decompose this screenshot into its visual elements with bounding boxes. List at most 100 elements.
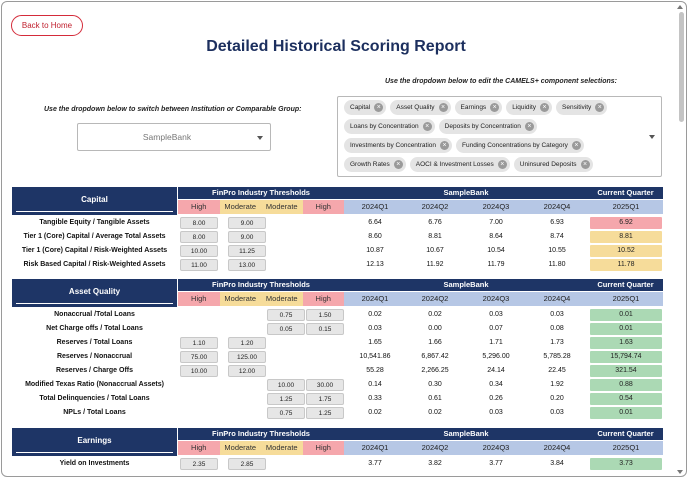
threshold-value: 10.00	[180, 245, 218, 257]
quarter-value: 10.54	[487, 247, 505, 254]
threshold-value: 9.00	[228, 231, 266, 243]
scroll-up-arrow-icon[interactable]	[677, 5, 683, 9]
quarter-value: 0.08	[550, 325, 564, 332]
threshold-level-high: High	[302, 441, 344, 455]
quarter-value: 1.71	[489, 339, 503, 346]
threshold-level-moderate: Moderate	[219, 292, 261, 306]
components-multiselect[interactable]: Capital × Asset Quality × Earnings × Liquidity…	[337, 96, 662, 177]
remove-chip-icon[interactable]: ×	[490, 103, 500, 112]
institution-hint: Use the dropdown below to switch between…	[44, 106, 302, 113]
chevron-down-icon[interactable]	[257, 136, 263, 140]
quarter-value: 0.14	[368, 381, 382, 388]
scrollbar-thumb[interactable]	[679, 12, 684, 122]
quarter-value: 11.92	[426, 261, 444, 268]
chip-label: Investments by Concentration	[350, 142, 436, 149]
institution-select[interactable]: SampleBank	[77, 123, 271, 151]
bank-header: SampleBank	[344, 187, 588, 199]
current-quarter-label: 2025Q1	[612, 443, 640, 452]
scroll-down-arrow-icon[interactable]	[677, 470, 683, 474]
thresholds-header: FinPro Industry Thresholds	[178, 187, 344, 199]
threshold-value: 1.25	[306, 407, 344, 419]
quarter-value: 0.61	[428, 395, 442, 402]
quarter-value: 11.79	[487, 261, 505, 268]
threshold-value: 11.25	[228, 245, 266, 257]
quarter-value: 0.20	[550, 395, 564, 402]
quarter-header: 2024Q2	[421, 294, 449, 303]
quarter-header: 2024Q2	[421, 443, 449, 452]
current-quarter-value: 0.01	[590, 407, 662, 419]
chip-label: Deposits by Concentration	[444, 123, 521, 130]
remove-chip-icon[interactable]: ×	[393, 160, 403, 169]
remove-chip-icon[interactable]: ×	[438, 103, 448, 112]
threshold-value: 8.00	[180, 217, 218, 229]
threshold-value: 1.25	[267, 393, 305, 405]
chip-list: Capital × Asset Quality × Earnings × Liquidity…	[344, 100, 645, 172]
quarter-value: 0.02	[428, 311, 442, 318]
remove-chip-icon[interactable]: ×	[440, 141, 449, 150]
threshold-level-high: High	[178, 292, 220, 306]
section-title-underline	[16, 211, 173, 212]
threshold-value: 1.75	[306, 393, 344, 405]
component-chip: Uninsured Deposits ×	[513, 157, 593, 172]
quarter-value: 0.03	[489, 409, 503, 416]
quarter-value: 0.07	[489, 325, 503, 332]
section-capital: Capital FinPro Industry Thresholds SampleB…	[12, 187, 663, 273]
chip-label: Liquidity	[512, 104, 537, 111]
remove-chip-icon[interactable]: ×	[571, 141, 581, 150]
table-row: Risk Based Capital / Risk-Weighted Asset…	[12, 258, 663, 272]
section-title-underline	[16, 452, 173, 453]
component-chip: Earnings ×	[454, 100, 503, 115]
quarter-value: 6.76	[428, 219, 442, 226]
metric-label: Nonaccrual /Total Loans	[54, 311, 135, 318]
thresholds-header: FinPro Industry Thresholds	[178, 428, 344, 440]
current-quarter-value: 11.78	[590, 259, 662, 271]
remove-chip-icon[interactable]: ×	[595, 103, 605, 112]
current-quarter-value: 0.88	[590, 379, 662, 391]
component-chip: Asset Quality ×	[390, 100, 451, 115]
component-chip: Sensitivity ×	[556, 100, 608, 115]
remove-chip-icon[interactable]: ×	[580, 160, 590, 169]
threshold-value: 10.00	[180, 365, 218, 377]
table-row: NPLs / Total Loans 0.75 1.25 0.02 0.02 0.03 0.…	[12, 406, 663, 420]
threshold-level-moderate: Moderate	[261, 200, 303, 214]
section-title-text: Earnings	[77, 436, 112, 445]
bank-header: SampleBank	[344, 428, 588, 440]
table-row: Tangible Equity / Tangible Assets 8.00 9.0…	[12, 216, 663, 230]
remove-chip-icon[interactable]: ×	[497, 160, 507, 169]
current-quarter-value: 3.73	[590, 458, 662, 470]
back-to-home-button[interactable]: Back to Home	[11, 15, 83, 36]
current-quarter-value: 8.81	[590, 231, 662, 243]
chip-label: AOCI & Investment Losses	[415, 161, 494, 168]
chip-label: Uninsured Deposits	[519, 161, 577, 168]
threshold-value: 8.00	[180, 231, 218, 243]
remove-chip-icon[interactable]: ×	[524, 122, 534, 131]
quarter-header: 2024Q1	[361, 443, 389, 452]
quarter-value: 2,266.25	[421, 367, 449, 374]
quarter-value: 1.73	[550, 339, 564, 346]
current-quarter-header: Current Quarter	[588, 428, 663, 440]
quarter-value: 12.13	[366, 261, 384, 268]
threshold-value: 0.15	[306, 323, 344, 335]
quarter-value: 10,541.86	[359, 353, 391, 360]
quarter-value: 24.14	[487, 367, 505, 374]
quarter-value: 55.28	[366, 367, 384, 374]
quarter-value: 3.77	[489, 460, 503, 467]
threshold-value: 10.00	[267, 379, 305, 391]
current-quarter-value: 0.54	[590, 393, 662, 405]
quarter-value: 11.80	[548, 261, 566, 268]
quarter-header: 2024Q4	[543, 294, 571, 303]
table-row: Tier 1 (Core) Capital / Average Total As…	[12, 230, 663, 244]
chip-label: Asset Quality	[396, 104, 435, 111]
quarter-value: 0.02	[368, 311, 382, 318]
remove-chip-icon[interactable]: ×	[374, 103, 384, 112]
threshold-level-high: High	[302, 200, 344, 214]
metric-label: Risk Based Capital / Risk-Weighted Asset…	[23, 261, 166, 268]
chevron-down-icon[interactable]	[649, 135, 655, 139]
remove-chip-icon[interactable]: ×	[422, 122, 432, 131]
table-row: Tier 1 (Core) Capital / Risk-Weighted As…	[12, 244, 663, 258]
quarter-value: 8.81	[428, 233, 442, 240]
threshold-value: 2.35	[180, 458, 218, 470]
chip-label: Capital	[350, 104, 371, 111]
metric-label: Tier 1 (Core) Capital / Risk-Weighted As…	[21, 247, 168, 254]
remove-chip-icon[interactable]: ×	[540, 103, 550, 112]
